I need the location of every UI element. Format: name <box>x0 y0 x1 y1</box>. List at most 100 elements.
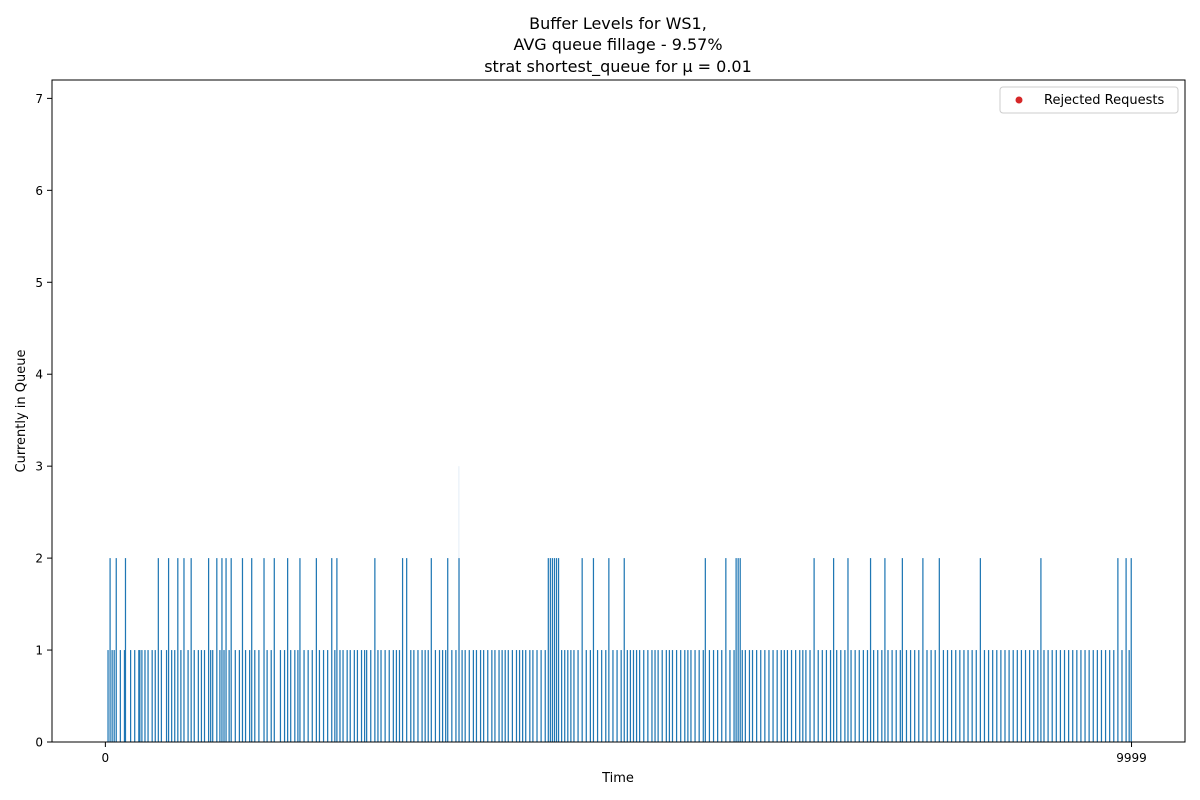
bar <box>1080 650 1082 742</box>
bar <box>847 558 849 742</box>
bar <box>768 650 770 742</box>
bar <box>881 650 883 742</box>
bar <box>992 650 994 742</box>
bar <box>398 650 401 742</box>
bar <box>694 650 696 742</box>
bar <box>395 650 398 742</box>
bar <box>193 650 195 742</box>
legend-label-rejected-requests: Rejected Requests <box>1044 93 1164 108</box>
bar <box>1096 650 1098 742</box>
bar <box>629 650 632 742</box>
bar <box>873 650 875 742</box>
bar <box>307 650 309 742</box>
x-axis-label: Time <box>601 771 634 786</box>
bar <box>540 650 542 742</box>
bar <box>783 650 785 742</box>
bar <box>392 650 394 742</box>
bar <box>197 650 199 742</box>
bar <box>187 650 189 742</box>
bar <box>1072 650 1074 742</box>
bar <box>764 650 766 742</box>
bar <box>751 650 754 742</box>
bar <box>349 650 351 742</box>
bar <box>971 650 973 742</box>
bar <box>1121 650 1123 742</box>
bar <box>151 650 153 742</box>
bar <box>901 558 903 742</box>
x-tick-label: 0 <box>102 751 110 765</box>
bar <box>680 650 682 742</box>
bar <box>626 650 628 742</box>
bar <box>434 650 437 742</box>
bar <box>671 650 674 742</box>
bar <box>620 650 622 742</box>
bar <box>427 650 429 742</box>
bar <box>737 558 739 742</box>
bar <box>331 558 333 742</box>
bar <box>891 650 893 742</box>
bar <box>374 558 376 742</box>
bar <box>836 650 838 742</box>
bar <box>926 650 928 742</box>
bar <box>536 650 538 742</box>
bar <box>825 650 828 742</box>
bar <box>549 558 551 742</box>
bar <box>729 650 731 742</box>
bar <box>1043 650 1045 742</box>
bar <box>795 650 797 742</box>
bar <box>1068 650 1070 742</box>
bar <box>1000 650 1002 742</box>
bar <box>813 558 815 742</box>
bar <box>829 650 832 742</box>
bar <box>1125 558 1127 742</box>
bar <box>675 650 678 742</box>
bar <box>401 558 404 742</box>
bar <box>447 558 449 742</box>
bar <box>959 650 961 742</box>
bar <box>216 558 218 742</box>
bar <box>525 650 527 742</box>
y-axis: 0 1 2 3 4 5 6 7 <box>35 92 52 750</box>
bar <box>297 650 299 742</box>
y-tick-label: 5 <box>35 276 43 290</box>
bar <box>263 558 265 742</box>
bar <box>238 650 241 742</box>
bar <box>410 650 412 742</box>
bar <box>1100 650 1103 742</box>
bar <box>744 650 746 742</box>
bar <box>315 558 317 742</box>
bar <box>115 558 117 742</box>
y-tick-label: 2 <box>35 552 43 566</box>
x-tick-label: 9999 <box>1116 751 1147 765</box>
bar <box>601 650 603 742</box>
bar <box>190 558 192 742</box>
legend-marker-rejected-requests <box>1015 96 1023 104</box>
bar <box>123 650 126 742</box>
bar <box>951 650 953 742</box>
bar <box>212 650 214 742</box>
bar <box>547 558 549 742</box>
bar <box>283 650 286 742</box>
bar <box>967 650 969 742</box>
bar <box>887 650 889 742</box>
bar <box>532 650 534 742</box>
bar <box>336 558 338 742</box>
bar <box>494 650 496 742</box>
bar <box>130 650 132 742</box>
bar <box>441 650 444 742</box>
bar <box>1051 650 1053 742</box>
bar <box>832 558 835 742</box>
chart-title: Buffer Levels for WS1, AVG queue fillage… <box>484 14 752 77</box>
bar <box>760 650 762 742</box>
bar <box>487 650 489 742</box>
bar <box>963 650 965 742</box>
y-tick-label: 1 <box>35 644 43 658</box>
bar <box>290 650 292 742</box>
bar <box>717 650 719 742</box>
bar <box>445 650 447 742</box>
bar <box>647 650 649 742</box>
legend-box <box>999 86 1179 114</box>
bar <box>458 558 460 742</box>
bar <box>651 650 653 742</box>
bar <box>244 650 247 742</box>
